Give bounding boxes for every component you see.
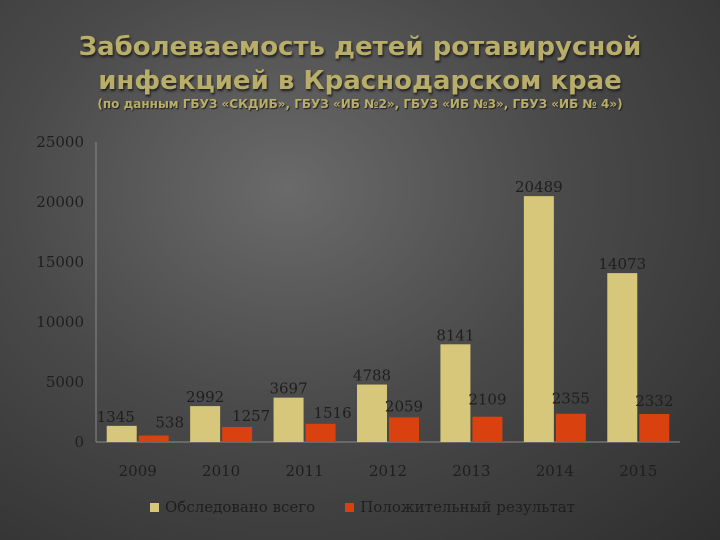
data-label-total-2010: 2992 — [186, 388, 224, 406]
y-tick-label: 20000 — [36, 193, 84, 211]
bar-total-2010 — [190, 406, 221, 442]
x-tick-label-2009: 2009 — [119, 462, 157, 480]
y-tick-label: 10000 — [36, 313, 84, 331]
chart-subtitle: (по данным ГБУЗ «СКДИБ», ГБУЗ «ИБ №2», Г… — [97, 97, 623, 111]
bar-positive-2014 — [555, 413, 586, 442]
x-tick-label-2011: 2011 — [285, 462, 323, 480]
title-line-2: инфекцией в Краснодарском крае — [98, 66, 622, 96]
bar-total-2011 — [273, 397, 304, 442]
chart-title: Заболеваемость детей ротавирусной инфекц… — [0, 30, 720, 98]
y-tick-label: 25000 — [36, 133, 84, 151]
y-tick-label: 0 — [74, 433, 84, 451]
y-tick-label: 5000 — [46, 373, 84, 391]
bar-total-2009 — [106, 425, 137, 442]
legend-swatch-series2 — [345, 502, 355, 512]
legend-label-series2: Положительный результат — [360, 498, 575, 516]
legend-item-series2: Положительный результат — [345, 498, 575, 516]
title-line-1: Заболеваемость детей ротавирусной — [78, 32, 642, 62]
bar-positive-2011 — [305, 423, 336, 442]
data-label-positive-2012: 2059 — [385, 397, 423, 415]
x-tick-label-2010: 2010 — [202, 462, 240, 480]
data-label-total-2011: 3697 — [269, 380, 307, 398]
y-tick-label: 15000 — [36, 253, 84, 271]
data-label-total-2009: 1345 — [97, 408, 135, 426]
legend-label-series1: Обследовано всего — [165, 498, 316, 516]
bar-total-2015 — [607, 273, 638, 442]
x-tick-label-2015: 2015 — [619, 462, 657, 480]
bar-total-2012 — [357, 384, 387, 442]
data-label-positive-2015: 2332 — [635, 392, 673, 410]
data-label-positive-2011: 1516 — [313, 404, 351, 422]
x-tick-label-2014: 2014 — [536, 462, 574, 480]
bar-positive-2010 — [222, 426, 253, 442]
data-label-positive-2014: 2355 — [552, 390, 590, 408]
data-label-total-2012: 4788 — [353, 367, 391, 385]
data-label-total-2014: 20489 — [515, 178, 563, 196]
bar-positive-2013 — [472, 416, 503, 442]
legend-swatch-series1 — [150, 502, 159, 512]
x-tick-label-2012: 2012 — [369, 462, 407, 480]
x-tick-label-2013: 2013 — [452, 462, 490, 480]
bar-total-2014 — [523, 196, 554, 442]
bar-positive-2012 — [389, 417, 419, 442]
data-label-positive-2010: 1257 — [232, 407, 270, 425]
data-label-total-2015: 14073 — [598, 255, 646, 273]
data-label-positive-2009: 538 — [155, 414, 184, 432]
data-label-positive-2013: 2109 — [468, 391, 506, 409]
data-label-total-2013: 8141 — [436, 326, 474, 344]
legend: Обследовано всего Положительный результа… — [150, 498, 610, 516]
bar-total-2013 — [440, 344, 471, 442]
bar-positive-2009 — [138, 435, 169, 442]
legend-item-series1: Обследовано всего — [150, 498, 315, 516]
bar-positive-2015 — [639, 414, 670, 442]
